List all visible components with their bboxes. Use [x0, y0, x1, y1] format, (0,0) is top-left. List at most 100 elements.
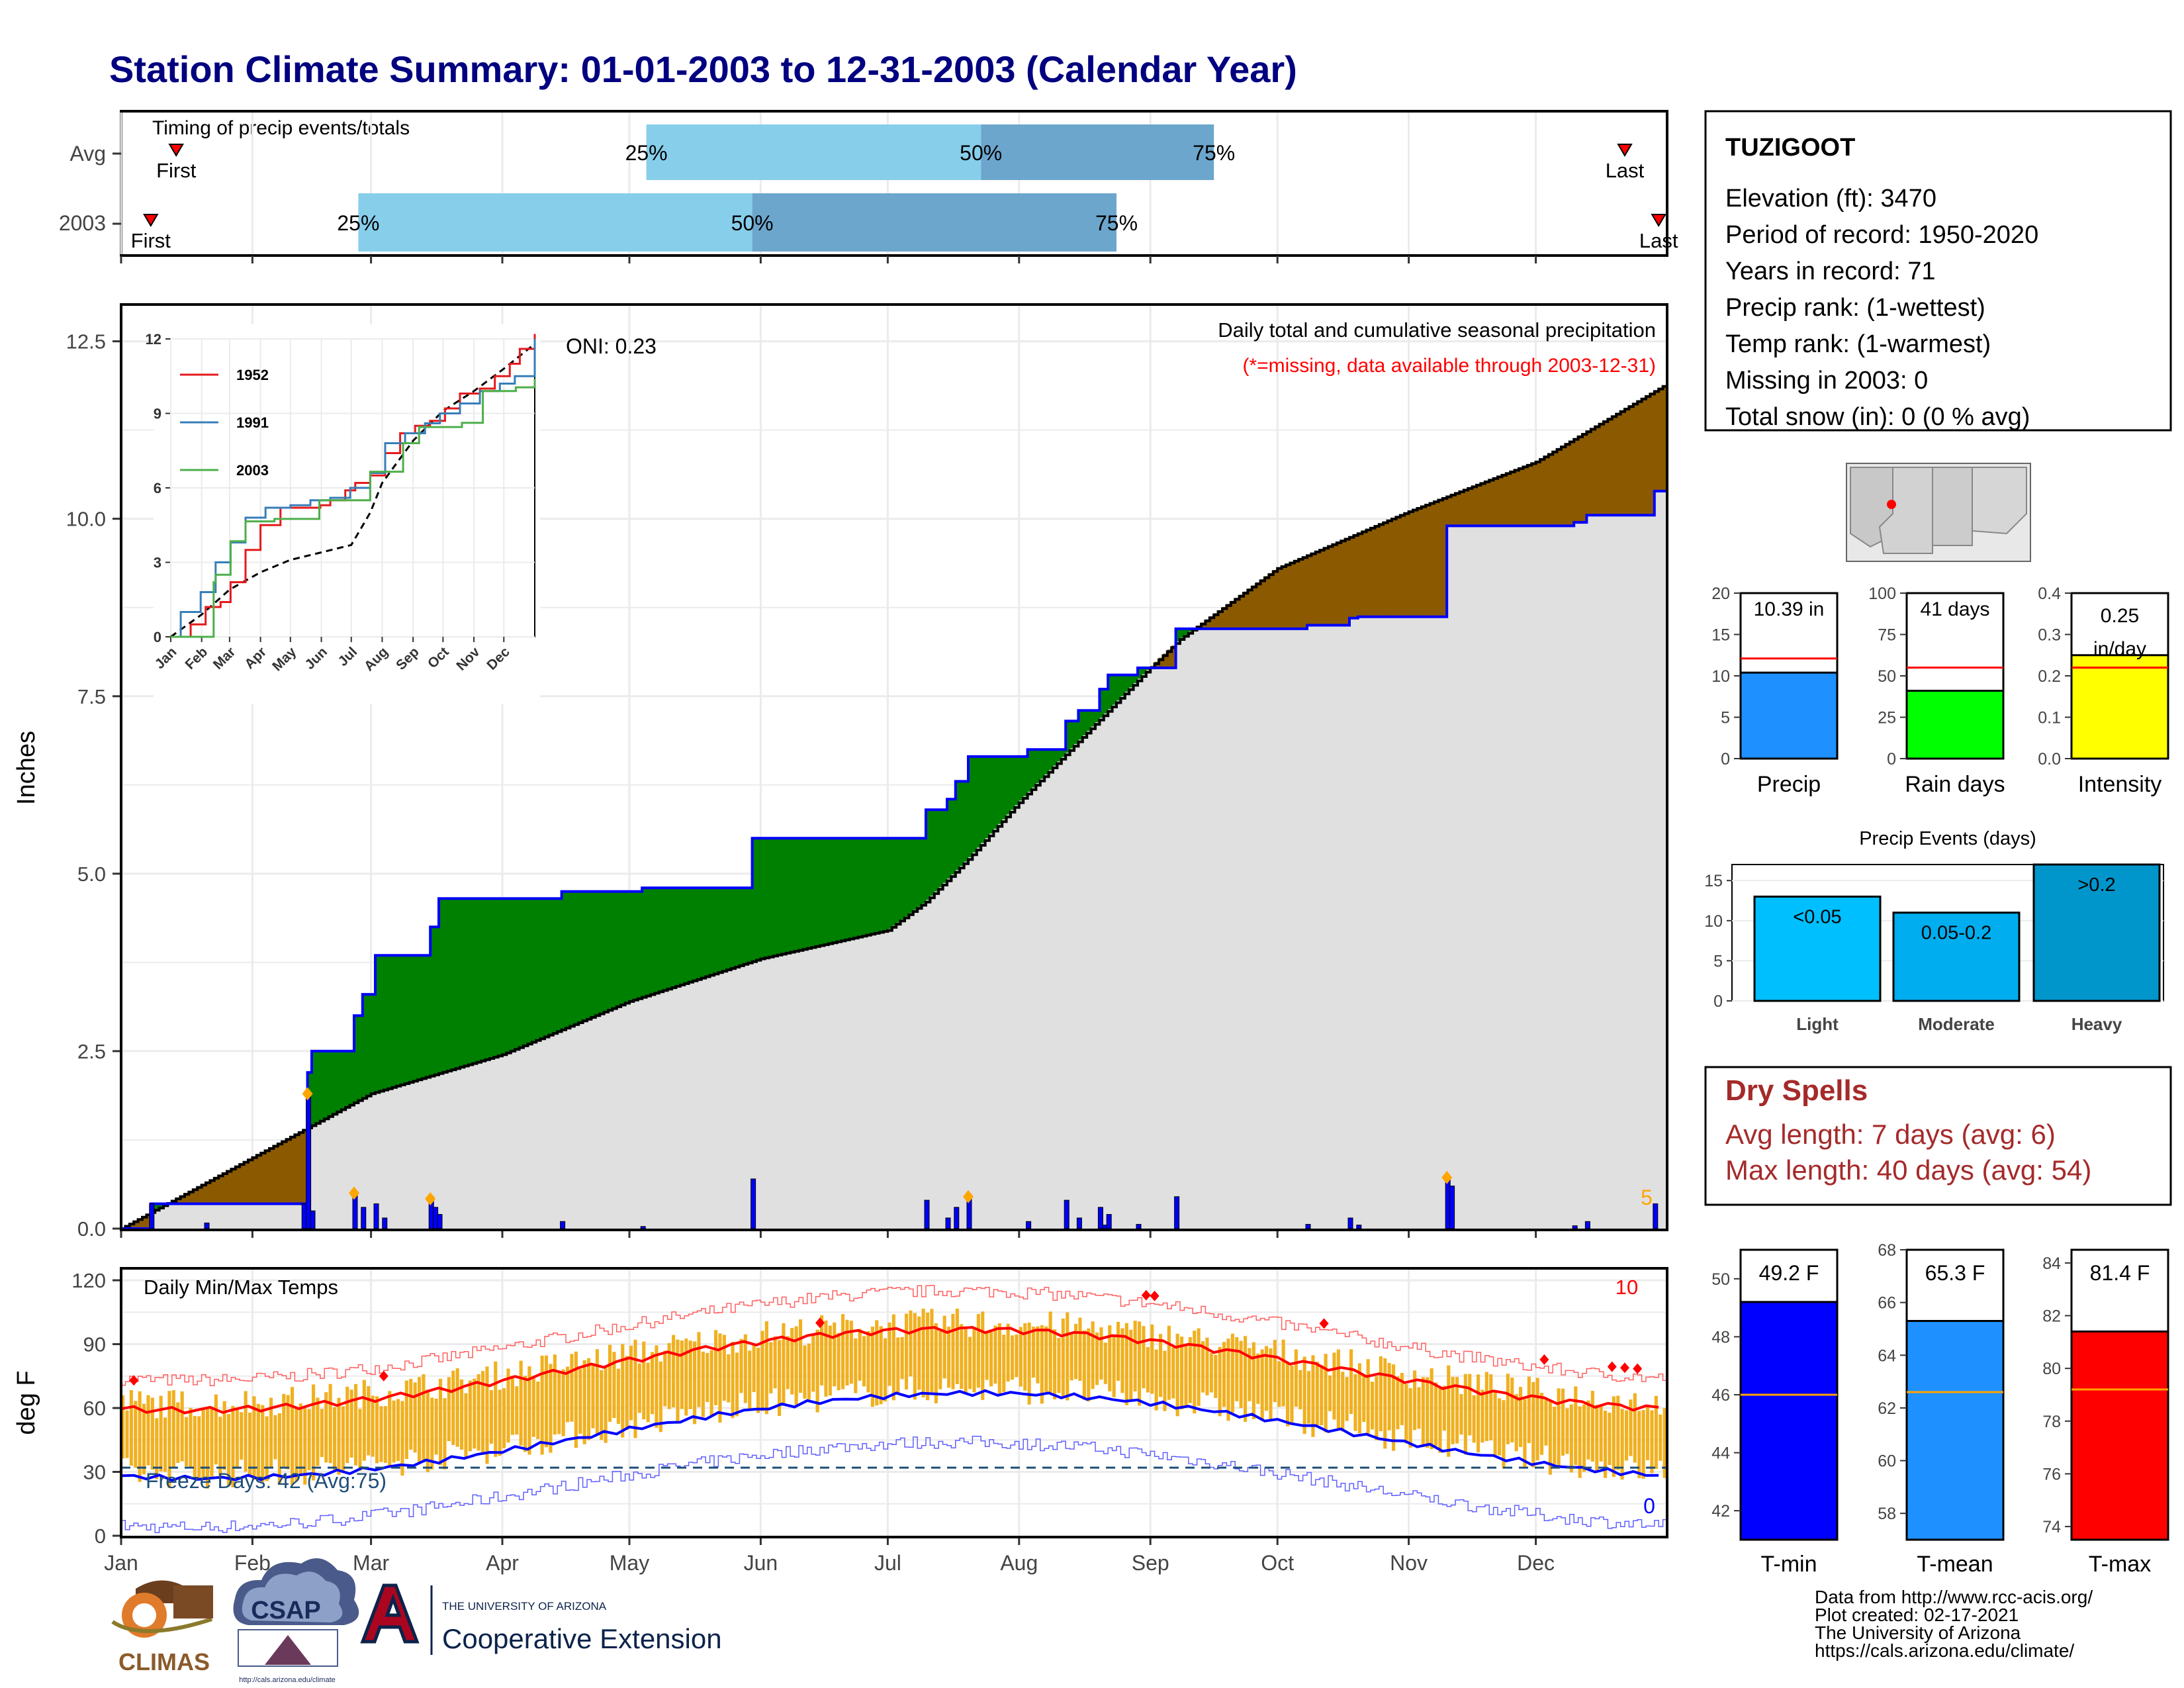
daily-temp-bar [786, 1336, 790, 1389]
precip-above-avg-fill [934, 810, 939, 892]
daily-temp-bar [545, 1355, 549, 1448]
daily-temp-bar [1633, 1393, 1637, 1463]
daily-precip-bar [1572, 1225, 1578, 1229]
precip-below-avg-fill [1269, 573, 1274, 629]
daily-temp-bar [345, 1386, 349, 1464]
daily-temp-bar [633, 1339, 637, 1438]
precip-base-fill [1362, 616, 1367, 1229]
precip-base-fill [1535, 526, 1541, 1229]
daily-temp-bar [540, 1355, 544, 1455]
precip-below-avg-fill [210, 1179, 215, 1204]
timing-avg-bar-25-50 [646, 124, 981, 180]
precip-base-fill [1544, 526, 1549, 1229]
precip-base-fill [1510, 526, 1516, 1229]
precip-base-fill [1540, 526, 1545, 1229]
temperature-bar-charts: 49.2 F 42 44 46 48 50 T-min 65.3 F 58 60 62 64 66 68 T… [1711, 1241, 2169, 1577]
precip-base-fill [261, 1203, 266, 1229]
daily-temp-bar [240, 1412, 244, 1460]
precip-above-avg-fill [430, 927, 435, 1076]
daily-temp-bar [1167, 1325, 1171, 1400]
daily-temp-bar [1218, 1346, 1222, 1417]
daily-temp-bar [1569, 1404, 1573, 1473]
daily-temp-bar [358, 1409, 362, 1471]
daily-temp-bar [1434, 1382, 1438, 1446]
precip-base-fill [1290, 628, 1295, 1229]
daily-temp-bar [481, 1371, 485, 1455]
precip-above-avg-fill [1027, 749, 1032, 792]
daily-temp-bar [1620, 1409, 1624, 1480]
precip-base-fill [523, 1045, 528, 1229]
inset-legend-label: 2003 [236, 462, 269, 479]
precip-base-fill [1040, 778, 1045, 1229]
month-label: Sep [1132, 1551, 1169, 1575]
precip-base-fill [413, 1080, 418, 1229]
precip-base-fill [1506, 526, 1511, 1229]
daily-temp-bar [502, 1388, 506, 1448]
daily-precip-bar [306, 1097, 312, 1229]
daily-temp-bar [930, 1309, 934, 1393]
precip-base-fill [1087, 731, 1092, 1229]
precip-base-fill [752, 961, 757, 1229]
precip-base-fill [1108, 709, 1113, 1229]
daily-precip-bar [1106, 1214, 1112, 1229]
precip-base-fill [1036, 783, 1041, 1229]
precip-base-fill [422, 1078, 427, 1229]
daily-temp-bar [760, 1331, 764, 1411]
precip-base-fill [1612, 515, 1617, 1229]
precip-below-avg-fill [1625, 408, 1629, 516]
mini-bar-ytick-label: 0.2 [2038, 667, 2061, 686]
precip-below-avg-fill [1569, 440, 1574, 526]
precip-above-avg-fill [371, 994, 376, 1094]
daily-temp-bar [519, 1360, 523, 1446]
precip-base-fill [1654, 491, 1659, 1229]
precip-base-fill [756, 959, 761, 1229]
temp-record-max-line [121, 1285, 1667, 1387]
precip-below-avg-fill [1159, 657, 1163, 668]
precip-base-fill [1553, 526, 1558, 1229]
precip-base-fill [1477, 526, 1481, 1229]
precip-below-avg-fill [218, 1174, 224, 1204]
precip-base-fill [1142, 674, 1147, 1229]
precip-above-avg-fill [964, 781, 969, 862]
daily-temp-bar [1235, 1336, 1239, 1401]
precip-base-fill [1357, 616, 1363, 1229]
precip-above-avg-fill [485, 898, 490, 1059]
daily-temp-bar [701, 1351, 705, 1417]
precip-below-avg-fill [1235, 598, 1240, 629]
precip-base-fill [811, 947, 817, 1229]
daily-temp-bar [574, 1351, 578, 1448]
precip-base-fill [1057, 761, 1062, 1229]
precip-above-avg-fill [633, 891, 639, 1000]
temp-bar-ytick-label: 66 [1878, 1294, 1896, 1313]
precip-below-avg-fill [1629, 405, 1634, 516]
precip-above-avg-fill [604, 891, 609, 1011]
precip-above-avg-fill [1133, 675, 1138, 683]
footer-credits: Data from http://www.rcc-acis.org/Plot c… [1815, 1587, 2093, 1661]
precip-base-fill [1519, 526, 1524, 1229]
precip-below-avg-fill [1226, 604, 1232, 629]
daily-temp-bar [764, 1321, 768, 1415]
precip-above-avg-fill [642, 888, 647, 997]
temp-ytick-label: 0 [95, 1524, 106, 1548]
precip-base-fill [341, 1108, 346, 1229]
daily-temp-bar [1124, 1323, 1128, 1405]
daily-temp-bar [201, 1407, 205, 1480]
timing-avg-bar-50-75 [981, 124, 1214, 180]
precip-base-fill [778, 955, 782, 1229]
precip-base-fill [549, 1034, 554, 1229]
daily-temp-bar [1659, 1414, 1662, 1461]
temp-bar-ytick-label: 74 [2042, 1518, 2061, 1536]
precip-below-avg-fill [1413, 509, 1418, 617]
daily-temp-bar [676, 1339, 680, 1423]
precip-above-avg-fill [159, 1203, 164, 1207]
precip-base-fill [561, 1029, 567, 1229]
daily-temp-bar [396, 1399, 400, 1462]
mini-bar-ytick-label: 0.1 [2038, 709, 2061, 727]
precip-above-avg-fill [790, 838, 796, 952]
precip-above-avg-fill [926, 810, 931, 900]
daily-temp-bar [1341, 1372, 1345, 1432]
precip-above-avg-fill [498, 898, 503, 1056]
precip-base-fill [481, 1060, 486, 1229]
precip-below-avg-fill [1239, 594, 1244, 629]
inset-series-line [171, 379, 536, 638]
